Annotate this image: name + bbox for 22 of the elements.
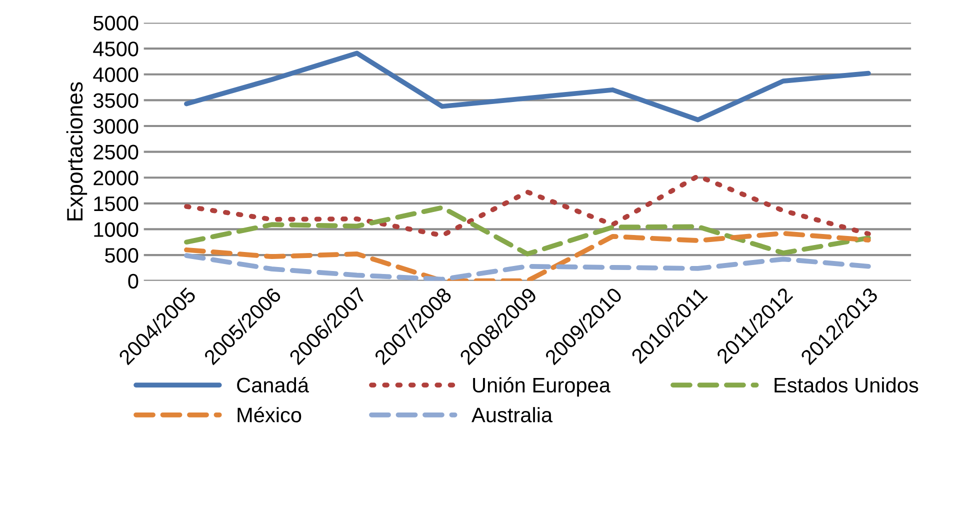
- y-tick-label: 1000: [94, 222, 138, 237]
- y-tick-label: 3500: [93, 93, 138, 108]
- y-tick-label: 0: [128, 274, 138, 289]
- y-tick-label: 4000: [93, 67, 138, 82]
- line-series: [184, 50, 871, 122]
- legend-label: México: [238, 406, 302, 422]
- legend-label: Estados Unidos: [774, 377, 918, 393]
- y-axis-title: Exportaciones: [66, 82, 88, 220]
- y-tick-label: 1500: [94, 196, 138, 212]
- y-tick-label: 3000: [93, 118, 138, 134]
- line-series: [184, 174, 871, 238]
- legend-label: Australia: [472, 407, 553, 422]
- line-series: [184, 253, 871, 281]
- y-tick-label: 5000: [93, 16, 138, 31]
- y-tick-label: 2500: [94, 144, 138, 160]
- y-tick-label: 4500: [93, 42, 138, 56]
- legend-label: Unión Europea: [473, 377, 610, 397]
- legend-label: Canadá: [237, 377, 309, 393]
- line-series: [184, 205, 871, 256]
- y-tick-label: 2000: [94, 170, 138, 186]
- y-tick-label: 500: [105, 248, 138, 263]
- line-series: [184, 230, 871, 281]
